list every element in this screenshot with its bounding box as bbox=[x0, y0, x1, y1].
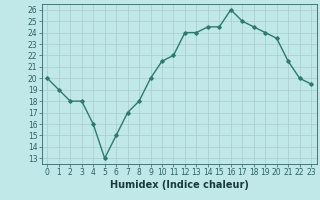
X-axis label: Humidex (Indice chaleur): Humidex (Indice chaleur) bbox=[110, 180, 249, 190]
